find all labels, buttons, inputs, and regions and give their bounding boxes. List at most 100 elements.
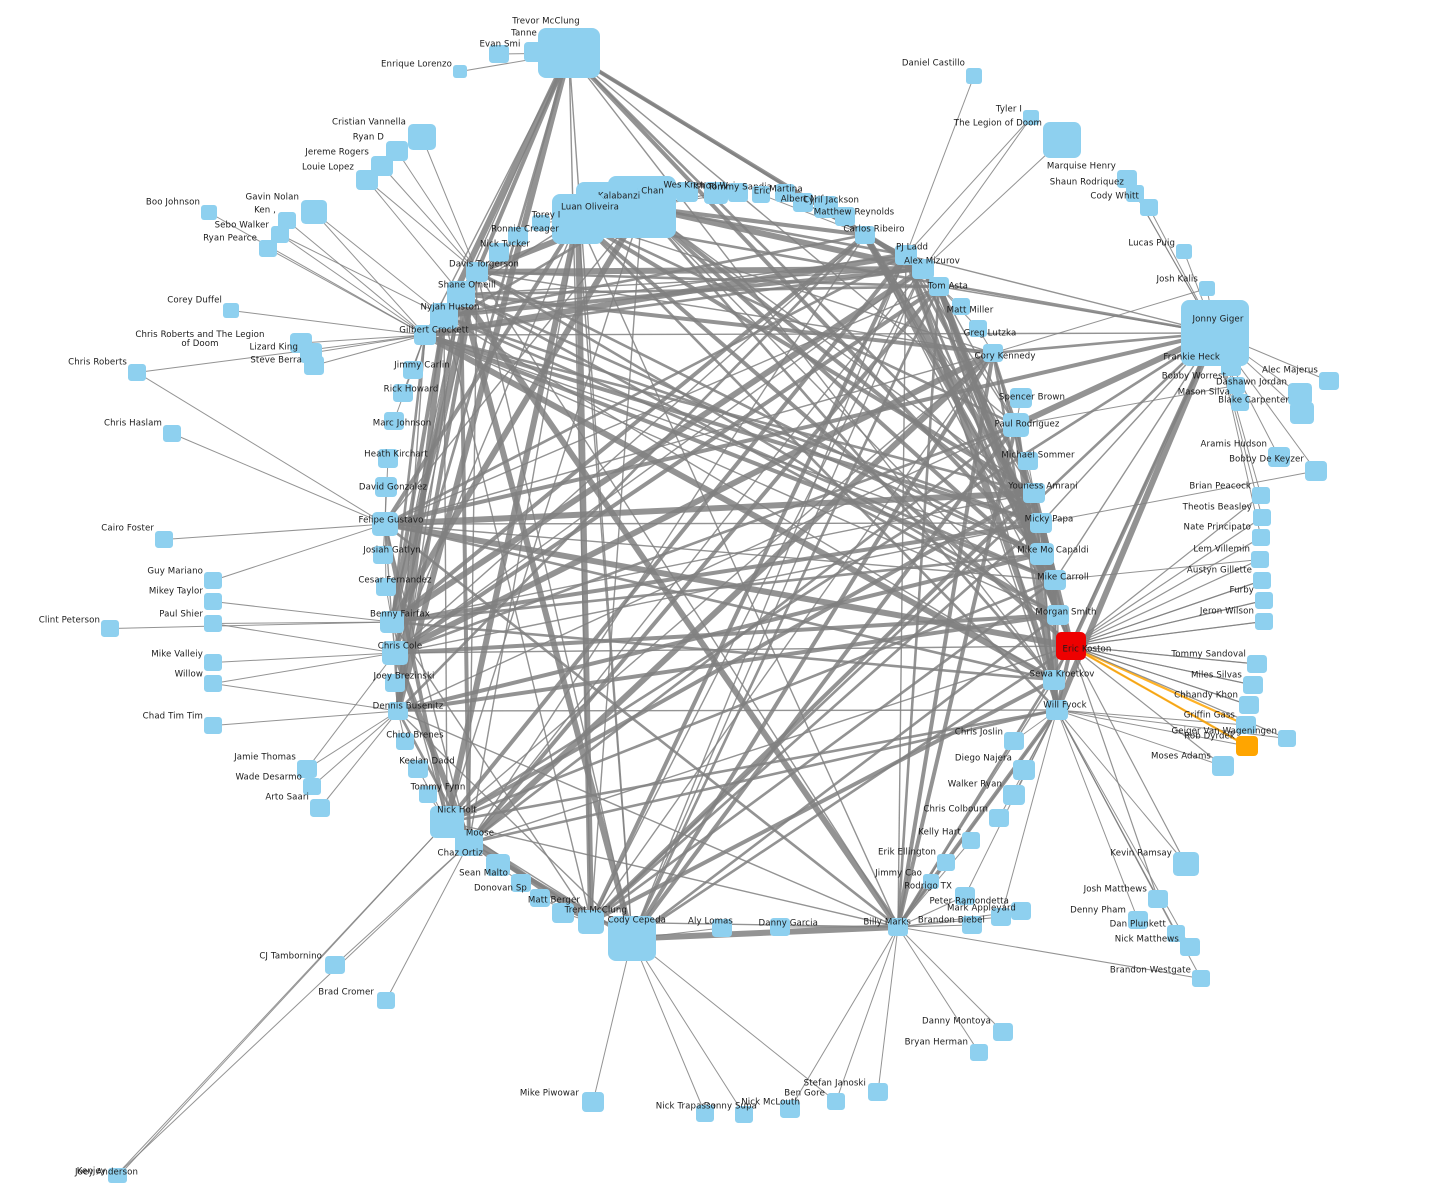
graph-node[interactable] xyxy=(1003,413,1029,437)
graph-node[interactable] xyxy=(530,889,550,907)
graph-node[interactable] xyxy=(489,243,509,262)
graph-node[interactable] xyxy=(582,1092,604,1112)
graph-node[interactable] xyxy=(676,182,698,202)
graph-node[interactable] xyxy=(356,170,378,190)
graph-node[interactable] xyxy=(204,675,222,692)
graph-node[interactable] xyxy=(278,212,296,229)
graph-node[interactable] xyxy=(259,240,277,257)
graph-node[interactable] xyxy=(1018,452,1038,470)
graph-node[interactable] xyxy=(373,546,393,564)
graph-node[interactable] xyxy=(204,654,222,671)
graph-node[interactable] xyxy=(814,196,838,218)
graph-node[interactable] xyxy=(1221,358,1241,376)
graph-node[interactable] xyxy=(1043,670,1065,690)
graph-node[interactable] xyxy=(403,361,423,379)
graph-node[interactable] xyxy=(895,245,917,265)
graph-node[interactable] xyxy=(377,992,395,1009)
graph-node[interactable] xyxy=(204,572,222,589)
graph-node[interactable] xyxy=(1199,281,1215,296)
graph-node[interactable] xyxy=(1305,461,1327,481)
graph-node[interactable] xyxy=(991,908,1011,926)
graph-node[interactable] xyxy=(453,65,467,78)
graph-node[interactable] xyxy=(1140,199,1158,216)
graph-node[interactable] xyxy=(303,778,321,795)
graph-node[interactable] xyxy=(955,887,975,905)
graph-node[interactable] xyxy=(419,786,437,803)
graph-node[interactable] xyxy=(447,281,475,307)
graph-node[interactable] xyxy=(201,205,217,220)
graph-node[interactable] xyxy=(1180,938,1200,956)
graph-node[interactable] xyxy=(393,384,413,402)
graph-node[interactable] xyxy=(1243,676,1263,694)
graph-node[interactable] xyxy=(1176,244,1192,259)
graph-node[interactable] xyxy=(1023,110,1039,125)
graph-node[interactable] xyxy=(466,262,488,282)
graph-node[interactable] xyxy=(486,854,510,876)
graph-node[interactable] xyxy=(455,830,483,856)
graph-node[interactable] xyxy=(384,412,404,430)
graph-node[interactable] xyxy=(1148,890,1168,908)
graph-node[interactable] xyxy=(888,918,908,936)
graph-node[interactable] xyxy=(430,303,458,329)
graph-node[interactable] xyxy=(508,227,528,245)
graph-node[interactable] xyxy=(793,193,813,212)
graph-node[interactable] xyxy=(408,124,436,150)
graph-node[interactable] xyxy=(1056,632,1086,660)
graph-node[interactable] xyxy=(375,477,397,497)
graph-node[interactable] xyxy=(1251,551,1269,568)
graph-node[interactable] xyxy=(552,903,574,923)
graph-node[interactable] xyxy=(1030,543,1054,565)
graph-node[interactable] xyxy=(101,620,119,637)
graph-node[interactable] xyxy=(301,200,327,224)
graph-node[interactable] xyxy=(1255,592,1273,609)
graph-node[interactable] xyxy=(855,226,875,244)
graph-node[interactable] xyxy=(696,1105,714,1122)
graph-node[interactable] xyxy=(728,183,748,202)
graph-node[interactable] xyxy=(1043,122,1081,158)
graph-node[interactable] xyxy=(111,1168,127,1183)
graph-node[interactable] xyxy=(1167,925,1185,942)
graph-node[interactable] xyxy=(1278,730,1296,747)
graph-node[interactable] xyxy=(1046,700,1068,720)
graph-node[interactable] xyxy=(1004,732,1024,750)
graph-node[interactable] xyxy=(388,702,408,720)
graph-node[interactable] xyxy=(770,918,790,936)
graph-node[interactable] xyxy=(735,1106,753,1123)
graph-node[interactable] xyxy=(310,799,330,817)
graph-node[interactable] xyxy=(1126,185,1144,202)
graph-node[interactable] xyxy=(297,760,317,778)
graph-node[interactable] xyxy=(1236,736,1258,756)
graph-node[interactable] xyxy=(868,1083,888,1101)
graph-node[interactable] xyxy=(1290,402,1314,424)
graph-node[interactable] xyxy=(929,277,949,296)
graph-node[interactable] xyxy=(304,356,324,375)
graph-node[interactable] xyxy=(1255,613,1273,630)
graph-node[interactable] xyxy=(1319,372,1339,390)
graph-node[interactable] xyxy=(752,186,770,203)
graph-node[interactable] xyxy=(511,874,531,892)
graph-node[interactable] xyxy=(1239,696,1259,714)
graph-node[interactable] xyxy=(1227,377,1245,394)
graph-node[interactable] xyxy=(704,182,728,204)
graph-node[interactable] xyxy=(408,760,428,778)
graph-node[interactable] xyxy=(524,42,546,62)
graph-node[interactable] xyxy=(1252,487,1270,504)
graph-node[interactable] xyxy=(780,1100,800,1118)
graph-node[interactable] xyxy=(1236,716,1256,734)
graph-node[interactable] xyxy=(1253,509,1271,526)
graph-node[interactable] xyxy=(163,425,181,442)
graph-node[interactable] xyxy=(1268,447,1290,467)
graph-node[interactable] xyxy=(1253,572,1271,589)
graph-node[interactable] xyxy=(578,910,604,934)
graph-node[interactable] xyxy=(489,45,509,63)
graph-node[interactable] xyxy=(712,919,732,937)
graph-node[interactable] xyxy=(385,674,405,692)
graph-node[interactable] xyxy=(1013,760,1035,780)
graph-node[interactable] xyxy=(380,611,404,633)
graph-node[interactable] xyxy=(155,531,173,548)
graph-node[interactable] xyxy=(128,364,146,381)
graph-node[interactable] xyxy=(271,226,289,243)
graph-node[interactable] xyxy=(552,194,604,244)
graph-node[interactable] xyxy=(608,916,656,961)
graph-node[interactable] xyxy=(204,615,222,632)
